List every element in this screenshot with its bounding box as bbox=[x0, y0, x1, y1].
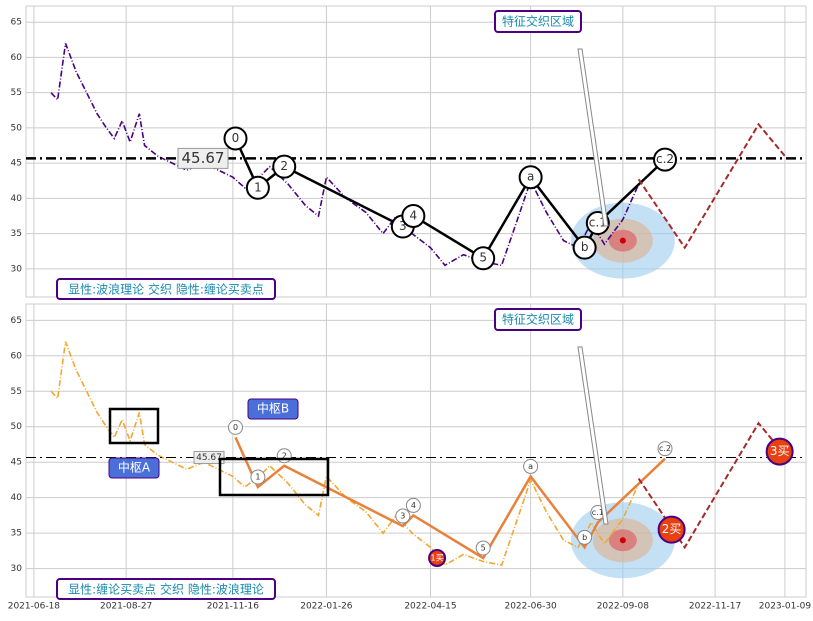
annotation: 特征交织区域 bbox=[502, 312, 574, 327]
y-tick-label: 60 bbox=[11, 351, 23, 361]
y-tick-label: 45 bbox=[11, 159, 22, 169]
buy-point bbox=[428, 548, 447, 567]
wave-label: b bbox=[581, 240, 589, 254]
wave-label: c.2 bbox=[656, 152, 674, 166]
label-box bbox=[193, 450, 225, 464]
buy-point bbox=[765, 437, 794, 466]
y-tick-label: 35 bbox=[11, 229, 22, 239]
annotation-box bbox=[494, 308, 582, 331]
wave-label: 4 bbox=[411, 501, 416, 510]
wave-point bbox=[250, 469, 266, 485]
wave-label: c.2 bbox=[659, 444, 671, 453]
wave-point bbox=[401, 203, 426, 228]
center-label: 中枢A bbox=[118, 460, 151, 475]
plot-area bbox=[25, 5, 807, 298]
wave-point bbox=[223, 126, 248, 151]
wave-point bbox=[518, 165, 543, 190]
wave-point bbox=[572, 235, 597, 260]
x-tick-label: 2021-06-18 bbox=[8, 602, 61, 612]
x-tick-label: 2022-06-30 bbox=[504, 602, 557, 612]
x-tick-label: 2023-01-09 bbox=[759, 602, 812, 612]
y-tick-label: 50 bbox=[11, 422, 23, 432]
x-tick-label: 2021-08-27 bbox=[100, 602, 152, 612]
wave-label: 1 bbox=[255, 473, 260, 482]
wave-point bbox=[395, 508, 411, 524]
wave-label: 5 bbox=[481, 543, 486, 552]
x-tick-label: 2022-01-26 bbox=[300, 602, 353, 612]
region bbox=[619, 237, 626, 244]
x-tick-label: 2022-11-17 bbox=[689, 602, 741, 612]
wave-point bbox=[653, 147, 678, 172]
wave-label: c.1 bbox=[592, 508, 604, 517]
x-tick-label: 2022-04-15 bbox=[404, 602, 456, 612]
wave-point bbox=[405, 497, 421, 513]
wave-label: 3 bbox=[399, 219, 407, 233]
y-tick-label: 65 bbox=[11, 316, 22, 326]
wave-label: a bbox=[527, 170, 534, 184]
wave-label: 0 bbox=[233, 423, 238, 432]
buy-label: 3买 bbox=[770, 444, 790, 458]
wave-label: 5 bbox=[479, 251, 487, 265]
wave-label: 2 bbox=[280, 159, 288, 173]
wave-line bbox=[234, 137, 666, 260]
wave-label: c.1 bbox=[589, 216, 607, 230]
y-tick-label: 45 bbox=[11, 458, 22, 468]
x-tick-label: 2022-09-08 bbox=[597, 602, 650, 612]
label-box bbox=[177, 147, 229, 169]
caption-box bbox=[56, 278, 276, 300]
wave-point bbox=[471, 246, 496, 271]
annotation-arrow bbox=[577, 346, 609, 525]
buy-label: 1买 bbox=[431, 553, 444, 562]
y-tick-label: 30 bbox=[11, 264, 23, 274]
wave-label: 3 bbox=[400, 512, 405, 521]
center-box bbox=[218, 457, 330, 497]
wave-point bbox=[272, 154, 297, 179]
y-tick-label: 40 bbox=[11, 493, 23, 503]
buy-label: 2买 bbox=[662, 522, 682, 536]
x-tick-label: 2021-11-16 bbox=[207, 602, 260, 612]
center-tag bbox=[247, 398, 299, 420]
projection-line bbox=[637, 122, 786, 250]
y-tick-label: 50 bbox=[11, 123, 23, 133]
caption: 显性:波浪理论 交织 隐性:缠论买卖点 bbox=[68, 282, 264, 297]
wave-point bbox=[245, 175, 270, 200]
reference-label: 45.67 bbox=[182, 149, 225, 167]
y-tick-label: 35 bbox=[11, 529, 22, 539]
wave-label: a bbox=[528, 462, 533, 471]
wave-label: 1 bbox=[254, 180, 262, 194]
annotation-arrow bbox=[577, 48, 609, 227]
caption: 显性:缠论买卖点 交织 隐性:波浪理论 bbox=[68, 582, 264, 597]
region bbox=[619, 537, 626, 544]
plot-area bbox=[25, 303, 807, 598]
center-label: 中枢B bbox=[257, 401, 289, 416]
y-tick-label: 40 bbox=[11, 194, 23, 204]
wave-point bbox=[523, 458, 539, 474]
wave-point bbox=[475, 540, 491, 556]
reference-label: 45.67 bbox=[196, 453, 222, 463]
annotation: 特征交织区域 bbox=[502, 14, 574, 29]
y-tick-label: 55 bbox=[11, 387, 22, 397]
center-tag bbox=[108, 457, 160, 479]
caption-box bbox=[56, 578, 276, 600]
buy-point bbox=[657, 515, 686, 544]
y-tick-label: 60 bbox=[11, 53, 23, 63]
y-tick-label: 65 bbox=[11, 18, 22, 28]
projection-line bbox=[637, 421, 786, 550]
wave-label: 2 bbox=[282, 451, 287, 460]
wave-point bbox=[227, 419, 243, 435]
wave-point bbox=[657, 441, 673, 457]
wave-label: 4 bbox=[410, 208, 418, 222]
y-tick-label: 30 bbox=[11, 564, 23, 574]
y-tick-label: 55 bbox=[11, 88, 22, 98]
wave-label: b bbox=[582, 533, 587, 542]
center-box bbox=[108, 407, 160, 445]
wave-label: 0 bbox=[232, 131, 240, 145]
wave-point bbox=[577, 529, 593, 545]
annotation-box bbox=[494, 10, 582, 33]
